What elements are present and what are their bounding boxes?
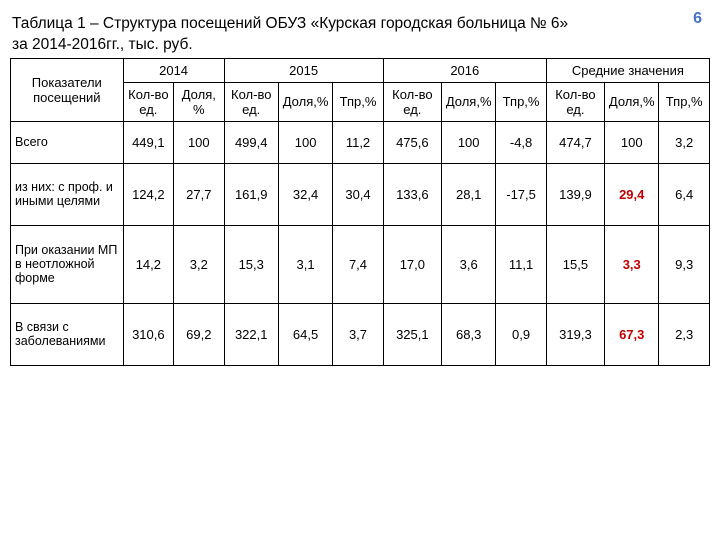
row-label: При оказании МП в неотложной форме <box>11 225 124 303</box>
header-2016: 2016 <box>383 58 546 82</box>
title-line-1: Таблица 1 – Структура посещений ОБУЗ «Ку… <box>12 15 568 32</box>
data-cell: 64,5 <box>278 303 332 365</box>
row-label: Всего <box>11 121 124 163</box>
data-cell: 15,3 <box>224 225 278 303</box>
data-cell: 6,4 <box>659 163 710 225</box>
header-2015: 2015 <box>224 58 383 82</box>
data-cell: 100 <box>278 121 332 163</box>
data-cell: -4,8 <box>496 121 546 163</box>
table-row: Всего449,1100499,410011,2475,6100-4,8474… <box>11 121 710 163</box>
data-cell: 139,9 <box>546 163 604 225</box>
data-cell: 100 <box>441 121 495 163</box>
table-row: При оказании МП в неотложной форме14,23,… <box>11 225 710 303</box>
data-cell: 475,6 <box>383 121 441 163</box>
sub-2016-share: Доля,% <box>441 82 495 121</box>
sub-2016-tpr: Тпр,% <box>496 82 546 121</box>
data-cell: 17,0 <box>383 225 441 303</box>
data-cell: 100 <box>605 121 659 163</box>
row-label: из них: с проф. и иными целями <box>11 163 124 225</box>
sub-2016-count: Кол-во ед. <box>383 82 441 121</box>
data-cell: 27,7 <box>174 163 224 225</box>
data-cell: 474,7 <box>546 121 604 163</box>
data-cell: 124,2 <box>123 163 173 225</box>
header-avg: Средние значения <box>546 58 709 82</box>
table-row: из них: с проф. и иными целями124,227,71… <box>11 163 710 225</box>
sub-2014-share: Доля,% <box>174 82 224 121</box>
data-cell: 67,3 <box>605 303 659 365</box>
title-line-2: за 2014-2016гг., тыс. руб. <box>12 36 193 53</box>
data-cell: 3,3 <box>605 225 659 303</box>
data-cell: 30,4 <box>333 163 383 225</box>
data-cell: 15,5 <box>546 225 604 303</box>
sub-2015-share: Доля,% <box>278 82 332 121</box>
data-cell: 3,6 <box>441 225 495 303</box>
sub-2014-count: Кол-во ед. <box>123 82 173 121</box>
data-cell: 14,2 <box>123 225 173 303</box>
data-cell: 7,4 <box>333 225 383 303</box>
data-cell: 3,2 <box>659 121 710 163</box>
header-indicator: Показатели посещений <box>11 58 124 121</box>
data-cell: 322,1 <box>224 303 278 365</box>
data-cell: 2,3 <box>659 303 710 365</box>
row-label: В связи с заболеваниями <box>11 303 124 365</box>
header-2014: 2014 <box>123 58 224 82</box>
data-cell: 161,9 <box>224 163 278 225</box>
data-cell: 3,7 <box>333 303 383 365</box>
sub-avg-count: Кол-во ед. <box>546 82 604 121</box>
table-container: Показатели посещений 2014 2015 2016 Сред… <box>0 58 720 366</box>
data-cell: -17,5 <box>496 163 546 225</box>
data-cell: 3,1 <box>278 225 332 303</box>
data-cell: 100 <box>174 121 224 163</box>
data-cell: 11,1 <box>496 225 546 303</box>
data-cell: 499,4 <box>224 121 278 163</box>
sub-2015-tpr: Тпр,% <box>333 82 383 121</box>
sub-avg-tpr: Тпр,% <box>659 82 710 121</box>
header-row-groups: Показатели посещений 2014 2015 2016 Сред… <box>11 58 710 82</box>
data-cell: 69,2 <box>174 303 224 365</box>
data-cell: 28,1 <box>441 163 495 225</box>
table-row: В связи с заболеваниями310,669,2322,164,… <box>11 303 710 365</box>
data-cell: 449,1 <box>123 121 173 163</box>
visits-structure-table: Показатели посещений 2014 2015 2016 Сред… <box>10 58 710 366</box>
data-cell: 29,4 <box>605 163 659 225</box>
data-cell: 0,9 <box>496 303 546 365</box>
data-cell: 32,4 <box>278 163 332 225</box>
sub-2015-count: Кол-во ед. <box>224 82 278 121</box>
data-cell: 68,3 <box>441 303 495 365</box>
data-cell: 11,2 <box>333 121 383 163</box>
data-cell: 3,2 <box>174 225 224 303</box>
sub-avg-share: Доля,% <box>605 82 659 121</box>
table-title: Таблица 1 – Структура посещений ОБУЗ «Ку… <box>0 0 720 58</box>
data-cell: 319,3 <box>546 303 604 365</box>
data-cell: 133,6 <box>383 163 441 225</box>
data-cell: 310,6 <box>123 303 173 365</box>
data-cell: 325,1 <box>383 303 441 365</box>
data-cell: 9,3 <box>659 225 710 303</box>
page-number: 6 <box>693 10 702 28</box>
